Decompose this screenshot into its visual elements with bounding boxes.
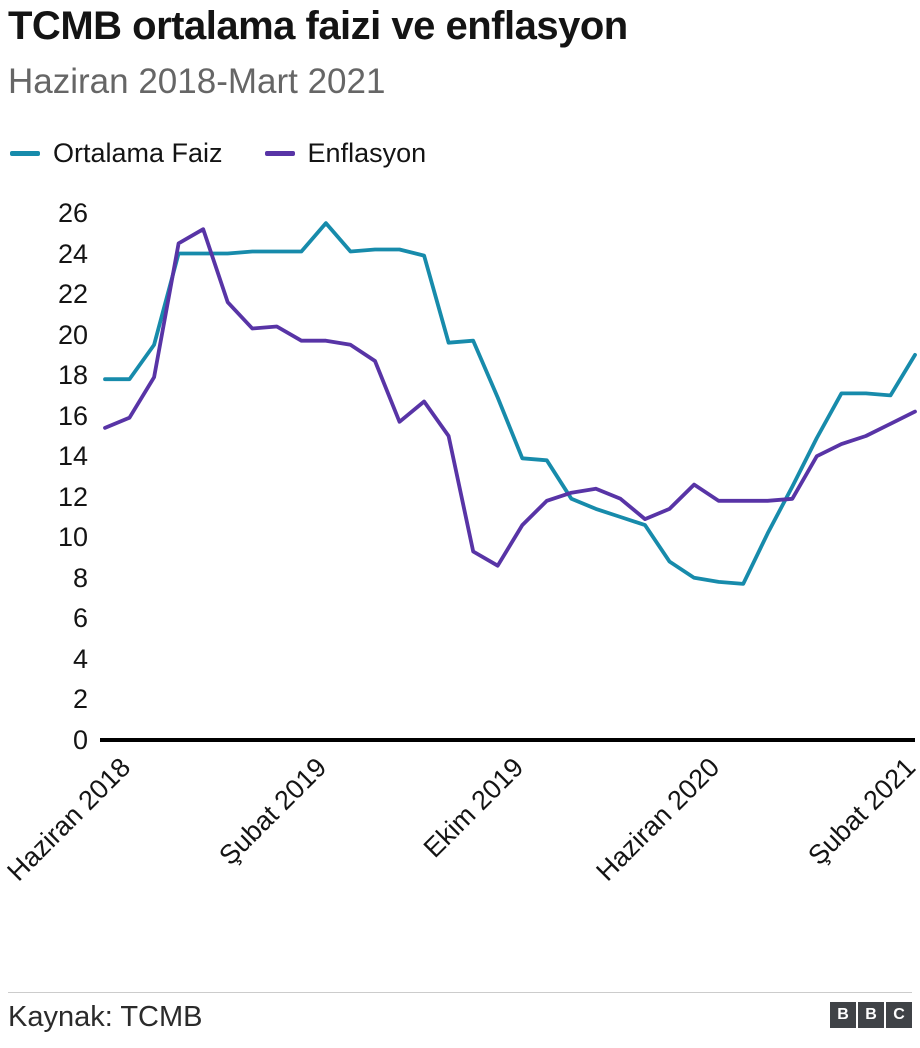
y-axis-tick-label: 14 bbox=[57, 441, 88, 472]
series-line-2 bbox=[103, 227, 917, 568]
legend-item-1: Ortalama Faiz bbox=[10, 138, 223, 169]
y-axis-tick-label: 8 bbox=[72, 562, 88, 593]
y-axis-tick-label: 4 bbox=[72, 643, 88, 674]
y-axis-tick-label: 2 bbox=[72, 684, 88, 715]
bbc-logo-block: B bbox=[830, 1002, 856, 1028]
y-axis-tick-label: 22 bbox=[57, 279, 88, 310]
series-line-1 bbox=[103, 221, 917, 586]
legend-swatch bbox=[10, 150, 40, 156]
y-axis-tick-label: 18 bbox=[57, 360, 88, 391]
footer-divider bbox=[8, 992, 912, 993]
y-axis-tick-label: 24 bbox=[57, 238, 88, 269]
chart-subtitle: Haziran 2018-Mart 2021 bbox=[8, 62, 386, 101]
legend-item-2: Enflasyon bbox=[264, 137, 427, 169]
y-axis-tick-label: 26 bbox=[57, 198, 88, 228]
legend-label: Enflasyon bbox=[307, 137, 427, 168]
bbc-logo-block: C bbox=[886, 1002, 912, 1028]
chart-title: TCMB ortalama faizi ve enflasyon bbox=[8, 4, 628, 48]
legend: Ortalama Faiz Enflasyon bbox=[10, 136, 426, 170]
legend-label: Ortalama Faiz bbox=[53, 137, 223, 168]
y-axis-tick-label: 16 bbox=[57, 400, 88, 431]
plot-area bbox=[100, 221, 917, 742]
x-axis-tick-label: Şubat 2021 bbox=[802, 752, 920, 871]
y-axis-tick-label: 10 bbox=[57, 522, 88, 553]
y-axis-tick-label: 6 bbox=[72, 603, 88, 634]
legend-swatch bbox=[264, 150, 295, 156]
bbc-logo-block: B bbox=[858, 1002, 884, 1028]
line-chart: 0 2 4 6 8 10 12 14 16 18 20 22 24 26 Haziran 2018 Şuba… bbox=[0, 198, 920, 887]
y-axis-tick-label: 0 bbox=[72, 725, 88, 755]
source-text: Kaynak: TCMB bbox=[8, 1001, 203, 1033]
y-axis-tick-label: 20 bbox=[57, 319, 88, 350]
y-axis-tick-label: 12 bbox=[57, 481, 88, 512]
